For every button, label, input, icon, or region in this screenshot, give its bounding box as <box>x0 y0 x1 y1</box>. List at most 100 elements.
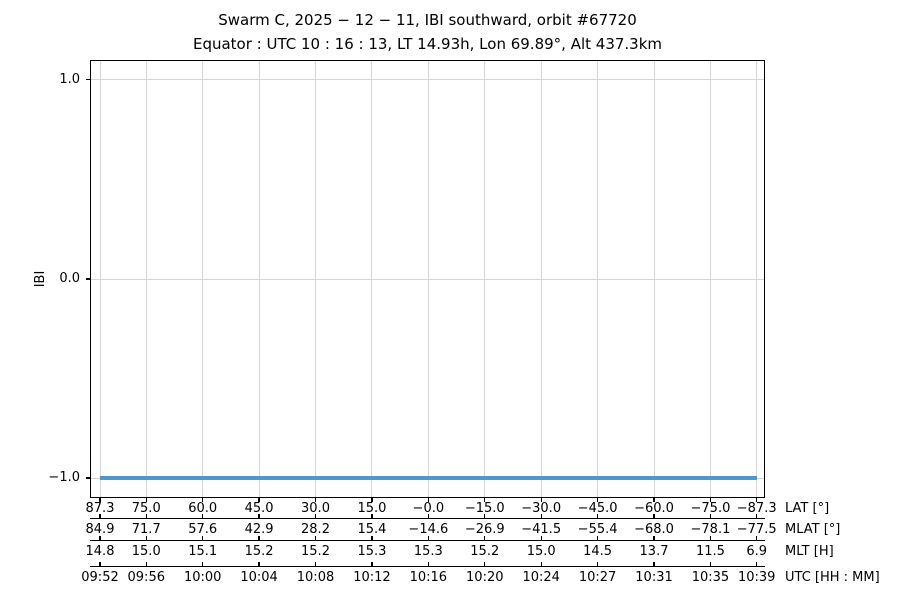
axis-row-tick <box>597 562 599 566</box>
axis-row-label: UTC [HH : MM] <box>785 570 880 585</box>
axis-row-tick <box>258 536 260 540</box>
axis-row-line <box>90 540 765 542</box>
axis-row-tick <box>484 536 486 540</box>
axis-row-tick <box>427 536 429 540</box>
axis-row-tick <box>314 562 317 566</box>
x-tick <box>99 498 101 502</box>
axis-tick-label: −75.0 <box>690 500 731 516</box>
axis-row-tick <box>202 536 204 540</box>
axis-tick-label: 30.0 <box>301 500 330 516</box>
axis-tick-label: 13.7 <box>639 544 669 559</box>
axis-row-tick <box>427 514 429 518</box>
axis-tick-label: −26.9 <box>464 522 505 537</box>
x-tick <box>540 498 542 502</box>
axis-tick-label: 11.5 <box>695 544 725 559</box>
axis-tick-label: 10:12 <box>353 570 391 585</box>
axis-tick-label: 10:00 <box>183 570 222 585</box>
axis-row-tick <box>756 562 758 566</box>
axis-row-tick <box>99 562 101 566</box>
axis-tick-label: 10:24 <box>522 570 560 585</box>
axis-tick-label: 87.3 <box>85 500 115 516</box>
axis-tick-label: 09:56 <box>127 570 165 585</box>
x-tick <box>371 498 373 502</box>
axis-tick-label: 15.3 <box>413 544 443 559</box>
axis-tick-label: 15.0 <box>526 544 556 559</box>
axis-tick-label: 14.5 <box>583 544 613 559</box>
y-tick-label: −1.0 <box>48 470 80 486</box>
axis-tick-label: 10:39 <box>737 570 776 585</box>
axis-row-tick <box>653 514 655 518</box>
axis-tick-label: 14.8 <box>85 544 115 559</box>
y-tick <box>86 79 90 81</box>
axis-tick-label: 15.2 <box>244 544 274 559</box>
axis-row-label: LAT [°] <box>785 500 830 516</box>
axis-tick-label: −14.6 <box>408 522 449 537</box>
axis-tick-label: 10:20 <box>466 570 504 585</box>
axis-tick-label: −55.4 <box>577 522 618 537</box>
axis-row-tick <box>202 562 204 566</box>
axis-row-tick <box>540 536 542 540</box>
axis-row-tick <box>709 562 712 566</box>
axis-tick-label: −30.0 <box>521 500 562 516</box>
axis-row-tick <box>371 562 373 566</box>
axis-tick-label: 15.2 <box>301 544 330 559</box>
axis-tick-label: 10:27 <box>578 570 617 585</box>
axis-row-tick <box>709 514 712 518</box>
axis-row-label: MLT [H] <box>785 544 834 559</box>
axis-row-line <box>90 518 765 520</box>
x-tick <box>709 498 712 502</box>
plot-area <box>90 60 765 498</box>
axis-row-tick <box>653 562 655 566</box>
axis-tick-label: 10:04 <box>240 570 278 585</box>
axis-tick-label: −87.3 <box>736 500 777 516</box>
axis-row-tick <box>709 536 712 540</box>
axis-tick-label: 10:35 <box>691 570 730 585</box>
axis-tick-label: −60.0 <box>634 500 674 516</box>
axis-tick-label: 6.9 <box>746 544 768 559</box>
axis-row-tick <box>145 562 147 566</box>
axis-tick-label: −68.0 <box>634 522 674 537</box>
chart-subtitle: Equator : UTC 10 : 16 : 13, LT 14.93h, L… <box>192 35 663 53</box>
y-tick <box>86 477 90 479</box>
axis-row-tick <box>258 562 260 566</box>
y-gridline <box>90 79 765 81</box>
axis-row-tick <box>484 514 486 518</box>
axis-tick-label: 10:08 <box>296 570 335 585</box>
axis-tick-label: −41.5 <box>521 522 562 537</box>
x-tick <box>597 498 599 502</box>
axis-row-tick <box>314 514 317 518</box>
axis-tick-label: 84.9 <box>85 522 115 537</box>
axis-tick-label: 09:52 <box>81 570 119 585</box>
y-gridline <box>90 278 765 280</box>
y-tick <box>86 278 90 280</box>
axis-tick-label: 15.4 <box>357 522 387 537</box>
axis-tick-label: −45.0 <box>577 500 618 516</box>
x-tick <box>202 498 204 502</box>
axis-tick-label: 10:31 <box>635 570 673 585</box>
axis-tick-label: 15.2 <box>470 544 500 559</box>
axis-row-tick <box>202 514 204 518</box>
y-tick-label: 0.0 <box>59 271 80 286</box>
axis-tick-label: 15.1 <box>188 544 218 559</box>
axis-row-tick <box>427 562 429 566</box>
x-tick <box>653 498 655 502</box>
axis-row-tick <box>540 514 542 518</box>
x-tick <box>756 498 758 502</box>
axis-tick-label: 15.3 <box>357 544 387 559</box>
axis-tick-label: 42.9 <box>244 522 274 537</box>
axis-row-tick <box>540 562 542 566</box>
axis-tick-label: −77.5 <box>736 522 777 537</box>
axis-row-tick <box>653 536 655 540</box>
x-tick <box>145 498 147 502</box>
axis-row-tick <box>258 514 260 518</box>
axis-tick-label: 10:16 <box>409 570 448 585</box>
axis-row-tick <box>99 514 101 518</box>
axis-tick-label: 60.0 <box>188 500 218 516</box>
x-tick <box>258 498 260 502</box>
axis-tick-label: 45.0 <box>244 500 274 516</box>
axis-tick-label: −15.0 <box>464 500 505 516</box>
x-tick <box>314 498 317 502</box>
ibi-series-line <box>100 476 757 480</box>
axis-row-tick <box>371 536 373 540</box>
